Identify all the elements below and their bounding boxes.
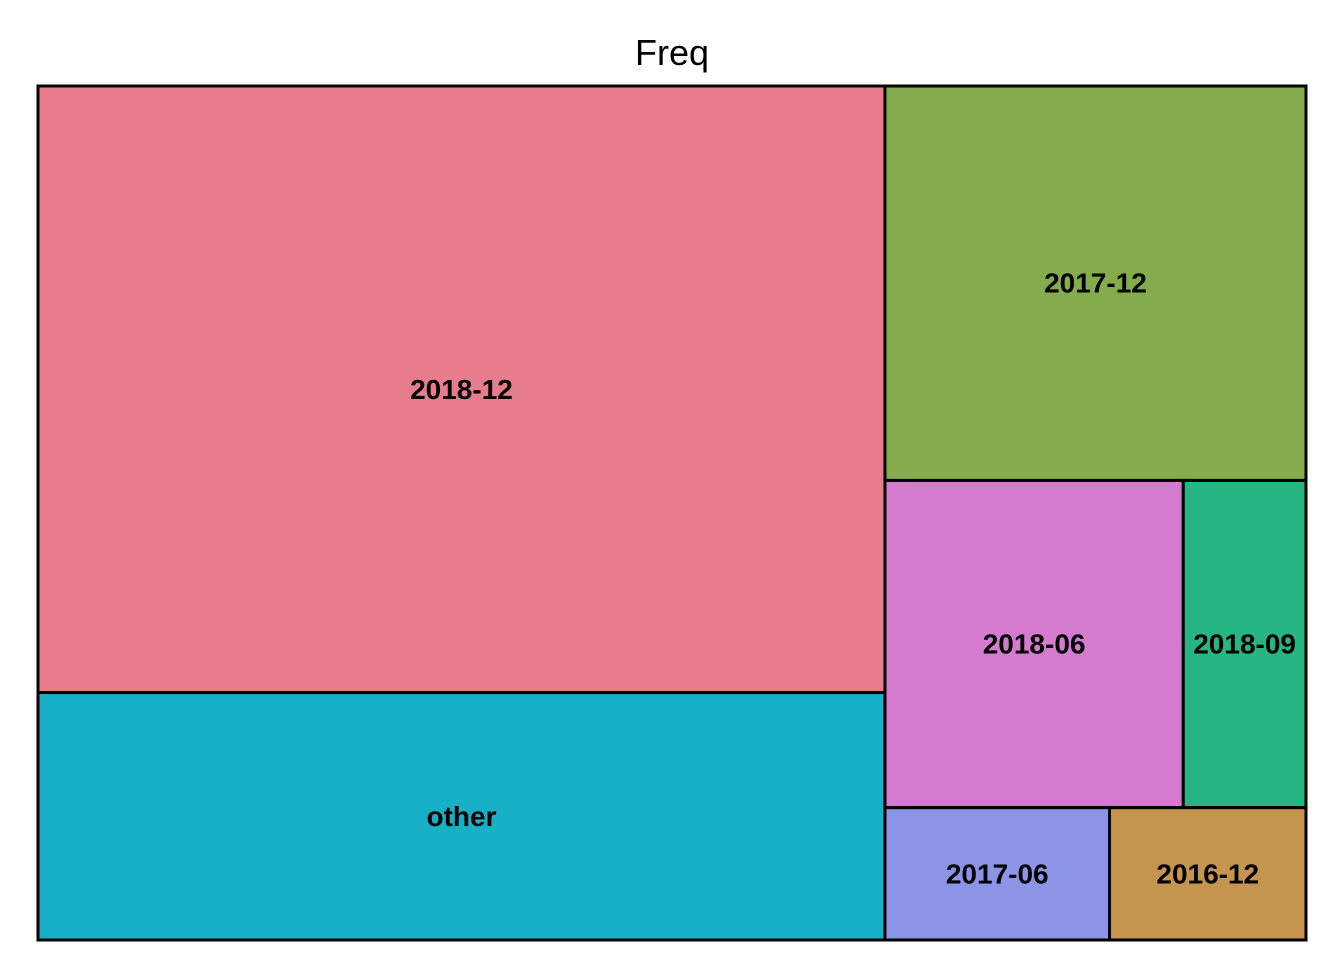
tile-2017-06 xyxy=(883,806,1112,942)
tile-label-2018-12: 2018-12 xyxy=(410,374,513,405)
tile-2016-12 xyxy=(1108,806,1308,942)
tile-label-2016-12: 2016-12 xyxy=(1156,858,1259,889)
tile-other xyxy=(36,691,887,942)
tile-label-2017-12: 2017-12 xyxy=(1044,268,1147,299)
tile-label-2018-09: 2018-09 xyxy=(1193,629,1296,660)
treemap-tiles: 2018-12 other 2017-12 2018-06 2018-09 2017-06… xyxy=(36,84,1308,942)
tile-label-2018-06: 2018-06 xyxy=(983,629,1086,660)
tile-2018-12 xyxy=(36,84,887,695)
tile-label-other: other xyxy=(426,801,496,832)
chart-title: Freq xyxy=(634,32,710,73)
tile-2017-12 xyxy=(883,84,1308,482)
tile-2018-06 xyxy=(883,478,1185,810)
tile-label-2017-06: 2017-06 xyxy=(946,858,1049,889)
